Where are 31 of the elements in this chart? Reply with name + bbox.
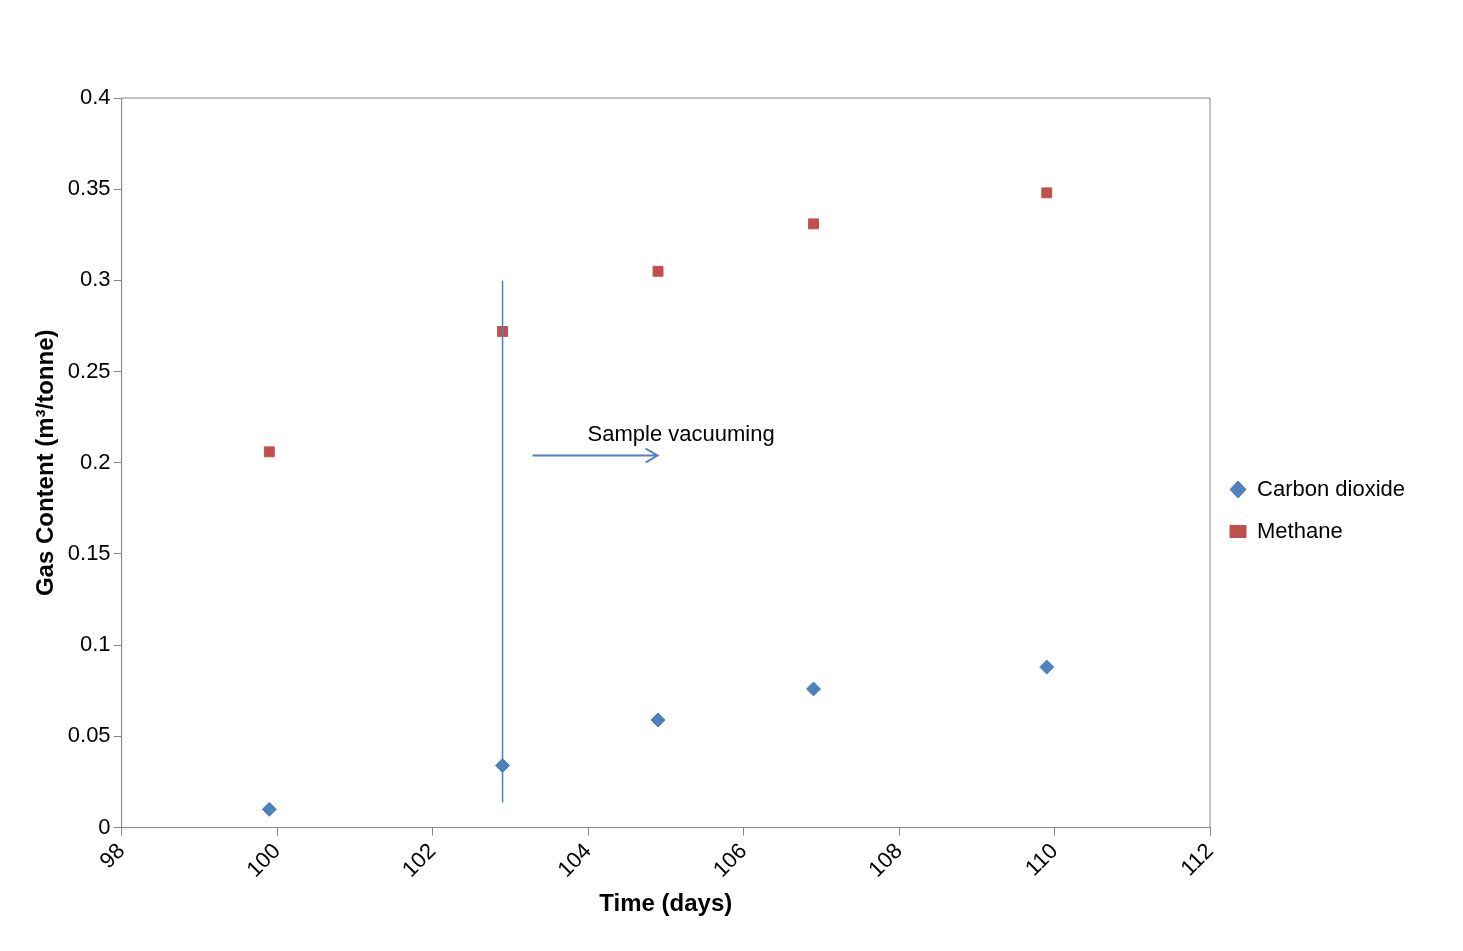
point <box>1039 659 1055 675</box>
x-tick-label: 102 <box>396 838 441 882</box>
y-tick-label: 0.2 <box>80 448 111 474</box>
y-tick-label: 0.3 <box>80 266 111 292</box>
x-tick-label: 100 <box>241 838 285 882</box>
point <box>263 446 275 458</box>
x-tick-label: 110 <box>1019 838 1063 881</box>
y-axis-title: Gas Content (m³/tonne) <box>31 329 59 597</box>
y-tick-label: 0 <box>98 813 111 839</box>
y-tick-label: 0.25 <box>67 357 111 383</box>
x-tick-label: 112 <box>1175 838 1218 881</box>
point <box>261 801 277 817</box>
point <box>497 326 509 337</box>
x-tick-label: 108 <box>863 838 907 882</box>
legend-label: Carbon dioxide <box>1257 475 1405 501</box>
x-tick-label: 106 <box>707 838 752 882</box>
point <box>652 265 664 277</box>
x-tick-label: 104 <box>552 838 596 882</box>
point <box>650 712 666 728</box>
x-tick-label: 98 <box>94 838 130 874</box>
point <box>806 681 822 697</box>
y-tick-label: 0.35 <box>67 175 111 201</box>
annotation: Sample vacuuming <box>587 420 775 446</box>
y-tick-label: 0.05 <box>67 722 111 748</box>
legend-label: Methane <box>1257 517 1343 543</box>
y-tick-label: 0.15 <box>67 540 111 566</box>
x-axis-title: Time (days) <box>599 889 733 917</box>
y-tick-label: 0.1 <box>80 631 111 657</box>
y-tick-label: 0.4 <box>80 84 111 110</box>
point <box>808 218 819 230</box>
point <box>1041 187 1053 199</box>
